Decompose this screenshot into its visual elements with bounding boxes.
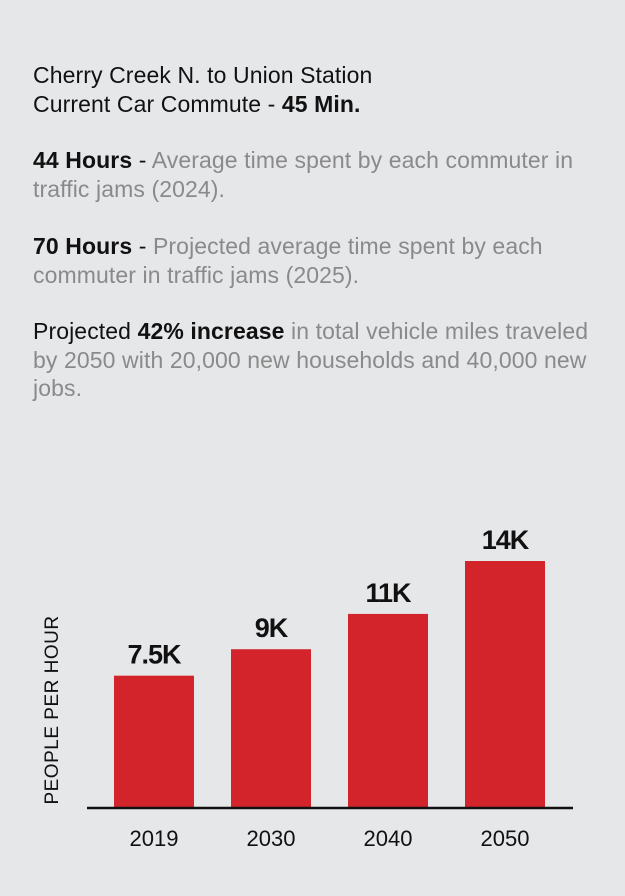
stat-average-hours-text: Average time spent by each commuter in t…: [33, 147, 574, 202]
data-label-2030: 9K: [255, 613, 289, 643]
x-tick-label-2030: 2030: [247, 826, 296, 851]
commute-label: Current Car Commute -: [33, 90, 282, 117]
bar-2040: [348, 613, 428, 808]
bar-2030: [231, 649, 311, 808]
bar-2019: [114, 675, 194, 808]
bar-2050: [465, 561, 545, 808]
stat-vmt-increase: Projected 42% increase in total vehicle …: [33, 317, 593, 403]
label-group: 7.5K 2019 9K 2030 11K 2040 14K 2050: [127, 525, 530, 851]
commute-header: Cherry Creek N. to Union Station Current…: [33, 61, 593, 118]
stat-vmt-prefix: Projected: [33, 318, 138, 344]
stat-projected-hours-value: 70 Hours: [33, 233, 133, 259]
data-label-2019: 7.5K: [127, 640, 182, 670]
current-commute-line: Current Car Commute - 45 Min.: [33, 90, 593, 119]
stat-projected-hours-separator: -: [132, 233, 153, 259]
stat-vmt-text: in total vehicle miles traveled by 2050 …: [33, 318, 589, 401]
route-title: Cherry Creek N. to Union Station: [33, 62, 373, 88]
stat-average-hours-value: 44 Hours: [33, 147, 133, 173]
data-label-2050: 14K: [482, 525, 530, 555]
x-tick-label-2019: 2019: [130, 826, 179, 851]
bar-group: [114, 561, 545, 808]
stat-average-hours: 44 Hours - Average time spent by each co…: [33, 146, 593, 203]
x-tick-label-2050: 2050: [481, 826, 530, 851]
stat-projected-hours-text: Projected average time spent by each com…: [33, 233, 543, 288]
y-axis-label: PEOPLE PER HOUR: [42, 615, 63, 804]
stat-average-hours-separator: -: [132, 147, 152, 173]
data-label-2040: 11K: [365, 578, 412, 608]
stat-vmt-value: 42% increase: [137, 318, 285, 344]
x-tick-label-2040: 2040: [364, 826, 413, 851]
stat-projected-hours: 70 Hours - Projected average time spent …: [33, 232, 593, 289]
commute-time: 45 Min.: [281, 90, 361, 117]
